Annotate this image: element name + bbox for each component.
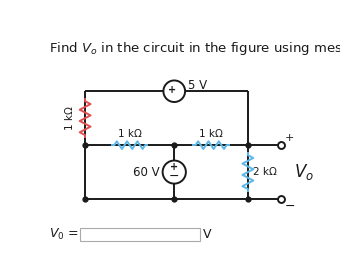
Text: $V_o$: $V_o$: [294, 162, 313, 182]
Text: +: +: [168, 85, 176, 95]
FancyBboxPatch shape: [80, 228, 200, 240]
Text: V: V: [203, 228, 211, 241]
Text: 1 kΩ: 1 kΩ: [118, 129, 142, 139]
Text: 2 kΩ: 2 kΩ: [253, 167, 277, 177]
Text: −: −: [284, 199, 295, 213]
Text: 5 V: 5 V: [188, 79, 207, 92]
Text: +: +: [170, 162, 178, 172]
Text: 1 kΩ: 1 kΩ: [199, 129, 223, 139]
Text: $V_0$ =: $V_0$ =: [49, 227, 79, 242]
Text: Find $V_o$ in the circuit in the figure using mesh analysis.: Find $V_o$ in the circuit in the figure …: [49, 40, 340, 57]
Text: +: +: [284, 133, 294, 143]
Text: 1 kΩ: 1 kΩ: [65, 106, 74, 130]
Text: 60 V: 60 V: [133, 165, 159, 179]
Text: −: −: [169, 170, 180, 183]
